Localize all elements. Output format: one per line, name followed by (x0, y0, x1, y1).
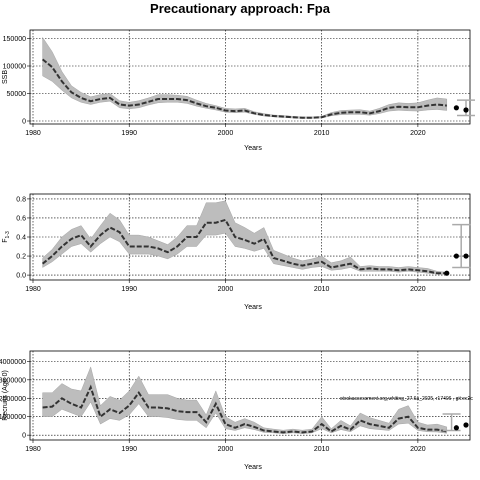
plot-frame (29, 350, 471, 441)
chart-panel-2: 1980 1990 2000 2010 2020 0.0 0.2 0.4 0.6 0.8 Years… (2, 193, 471, 311)
x-tick-label: 2010 (314, 286, 330, 293)
projection-point (453, 105, 459, 111)
x-tick-label: 2020 (410, 446, 426, 453)
y-tick-label: 1000000 (0, 414, 26, 421)
y-tick-label: 0.4 (16, 235, 26, 242)
projection-point (463, 253, 469, 259)
y-tick-label: 50000 (7, 91, 27, 98)
x-tick-label: 1980 (25, 446, 41, 453)
x-tick-label: 1980 (25, 130, 41, 137)
chart-panel-3: 1980 1990 2000 2010 2020 0 1000000 2000000 30000… (0, 350, 473, 471)
x-axis-label: Years (244, 145, 262, 152)
y-tick-label: 3000000 (0, 377, 26, 384)
x-tick-label: 1990 (121, 446, 137, 453)
confidence-band (42, 366, 447, 434)
x-tick-label: 1990 (121, 130, 137, 137)
x-tick-label: 2010 (314, 130, 330, 137)
estimate-line (41, 58, 447, 119)
x-tick-label: 2000 (218, 446, 234, 453)
y-tick-label: 0.0 (16, 273, 26, 280)
projection-point (444, 270, 450, 276)
stamp-annotation: stockassessment.org,whiting_27.6a_2025, … (340, 396, 473, 402)
page-title: Precautionary approach: Fpa (150, 1, 330, 16)
confidence-band (42, 36, 447, 119)
x-tick-label: 2000 (218, 286, 234, 293)
y-tick-label: 0.6 (16, 215, 26, 222)
projection-point (453, 253, 459, 259)
estimate-line (42, 384, 447, 434)
projection-point (463, 422, 469, 428)
y-tick-label: 150000 (3, 36, 26, 43)
x-tick-label: 2010 (314, 446, 330, 453)
x-tick-label: 1980 (25, 286, 41, 293)
plot-frame (29, 29, 471, 125)
x-tick-label: 1990 (121, 286, 137, 293)
x-tick-label: 2020 (410, 286, 426, 293)
x-tick-label: 2000 (218, 130, 234, 137)
y-tick-label: 4000000 (0, 359, 26, 366)
y-tick-label: 0.2 (16, 254, 26, 261)
y-tick-label: 100000 (3, 64, 26, 71)
y-axis-label: SSB (2, 70, 9, 84)
y-tick-label: 0 (22, 119, 26, 126)
x-tick-label: 2020 (410, 130, 426, 137)
y-tick-label: 2000000 (0, 396, 26, 403)
x-axis-label: Years (244, 304, 262, 311)
confidence-band (42, 200, 447, 275)
chart-panel-1: 1980 1990 2000 2010 2020 0 50000 100000 150000 Ye… (2, 29, 475, 152)
x-axis-label: Years (244, 464, 262, 471)
y-tick-label: 0 (22, 433, 26, 440)
y-tick-label: 0.8 (16, 196, 26, 203)
projection-point (453, 425, 459, 431)
projection-point (463, 107, 469, 113)
y-axis-label: F1-3 (2, 231, 11, 243)
y-axis-label: Recruits (Age 0) (2, 370, 9, 421)
